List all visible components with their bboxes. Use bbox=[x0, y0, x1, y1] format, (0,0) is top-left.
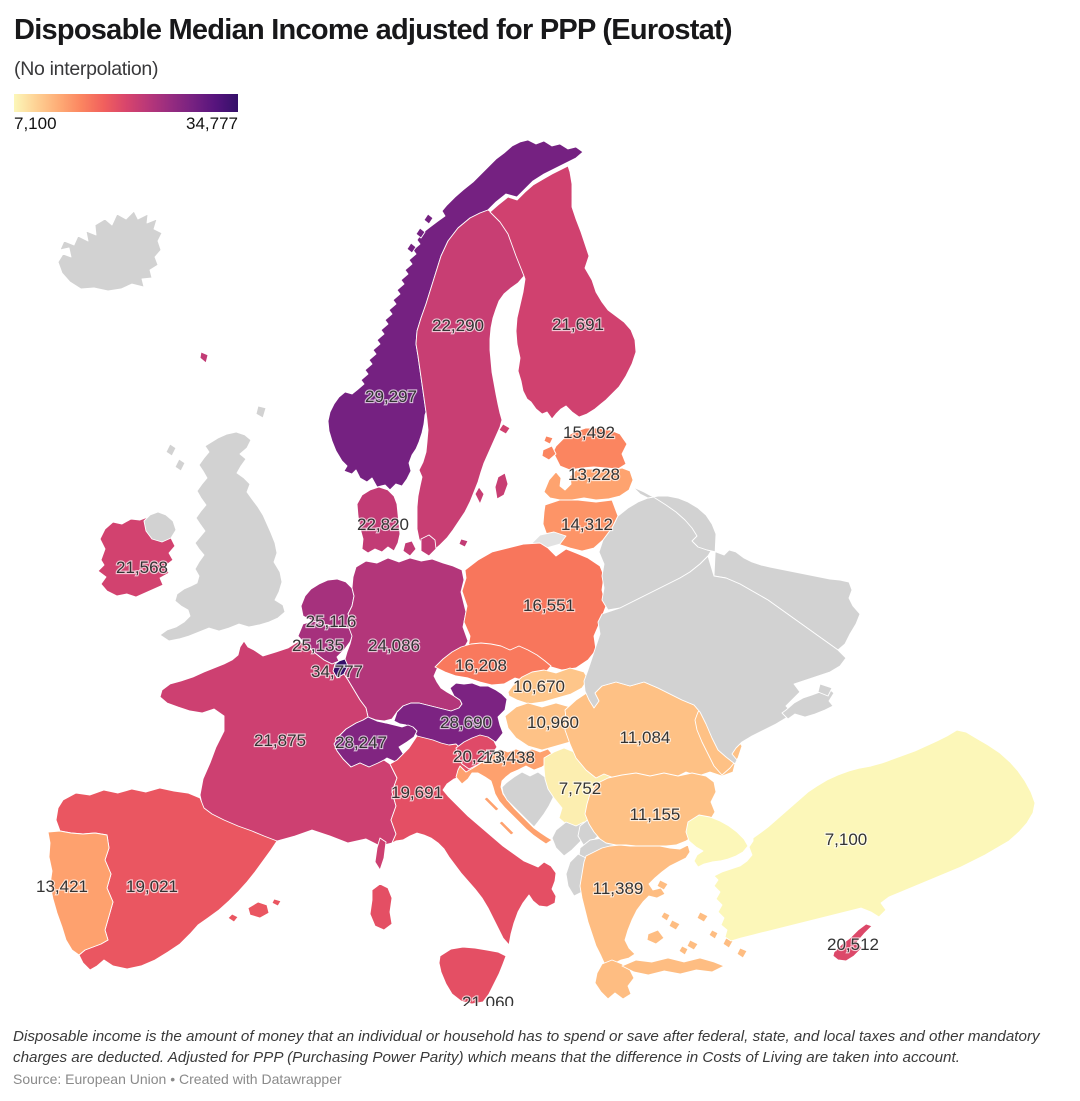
svg-text:10,670: 10,670 bbox=[513, 677, 565, 696]
svg-text:25,116: 25,116 bbox=[306, 612, 357, 631]
svg-text:28,247: 28,247 bbox=[335, 733, 387, 752]
svg-text:21,875: 21,875 bbox=[254, 731, 306, 750]
svg-text:25,135: 25,135 bbox=[292, 636, 344, 655]
svg-text:24,086: 24,086 bbox=[368, 636, 420, 655]
svg-text:22,290: 22,290 bbox=[432, 316, 484, 335]
svg-text:19,021: 19,021 bbox=[126, 877, 178, 896]
svg-text:22,820: 22,820 bbox=[357, 515, 409, 534]
svg-text:34,777: 34,777 bbox=[311, 662, 363, 681]
svg-text:21,568: 21,568 bbox=[116, 558, 168, 577]
svg-text:16,551: 16,551 bbox=[523, 596, 575, 615]
svg-text:20,273: 20,273 bbox=[453, 747, 505, 766]
svg-text:28,690: 28,690 bbox=[440, 713, 492, 732]
svg-text:29,297: 29,297 bbox=[365, 387, 417, 406]
svg-text:11,084: 11,084 bbox=[620, 728, 671, 747]
svg-text:13,421: 13,421 bbox=[36, 877, 88, 896]
svg-text:13,438: 13,438 bbox=[483, 748, 535, 767]
svg-text:16,208: 16,208 bbox=[455, 656, 507, 675]
svg-text:7,100: 7,100 bbox=[825, 830, 868, 849]
svg-text:19,691: 19,691 bbox=[391, 783, 443, 802]
svg-text:13,228: 13,228 bbox=[568, 465, 620, 484]
svg-text:11,389: 11,389 bbox=[593, 879, 644, 898]
svg-text:21,060: 21,060 bbox=[462, 993, 514, 1006]
svg-text:10,960: 10,960 bbox=[527, 713, 579, 732]
svg-text:7,752: 7,752 bbox=[559, 779, 602, 798]
svg-text:11,155: 11,155 bbox=[630, 805, 681, 824]
svg-text:15,492: 15,492 bbox=[563, 423, 615, 442]
svg-text:21,691: 21,691 bbox=[552, 315, 604, 334]
svg-text:14,312: 14,312 bbox=[561, 515, 613, 534]
svg-text:20,512: 20,512 bbox=[827, 935, 879, 954]
